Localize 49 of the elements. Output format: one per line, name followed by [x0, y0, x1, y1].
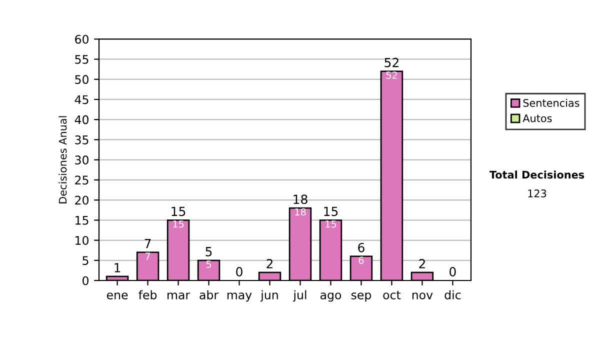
x-tick-label: ago: [320, 292, 342, 302]
x-tick-label: nov: [412, 292, 433, 300]
total-label: 15: [324, 206, 338, 216]
total-label: 1: [114, 263, 120, 272]
y-tick-label: 35: [75, 135, 88, 144]
total-label: 0: [236, 267, 242, 276]
y-tick-label: 30: [75, 156, 88, 164]
y-tick-label: 40: [74, 115, 88, 124]
total-label: 2: [266, 258, 272, 268]
y-tick-label: 10: [76, 236, 88, 245]
total-label: 2: [419, 258, 425, 268]
legend-label: Sentencias: [523, 98, 580, 107]
total-label: 0: [450, 267, 456, 276]
y-tick-label: 60: [75, 34, 88, 44]
total-label: 7: [144, 239, 151, 248]
data-label: 7: [145, 252, 150, 260]
x-tick-label: jul: [293, 290, 306, 302]
y-tick-label: 45: [74, 95, 88, 104]
x-tick-label: dic: [444, 290, 461, 300]
data-label: 5: [206, 260, 212, 268]
data-label: 52: [386, 71, 397, 79]
data-label: 15: [173, 220, 184, 228]
x-tick-label: mar: [168, 292, 190, 300]
y-tick-label: 25: [75, 176, 88, 185]
y-tick-label: 50: [75, 75, 88, 84]
y-axis-title: Decisiones Anual: [58, 116, 67, 204]
y-tick-label: 15: [76, 216, 88, 225]
data-label: 15: [326, 220, 336, 228]
text: 123: [528, 189, 546, 198]
x-tick-label: abr: [200, 290, 219, 300]
x-tick-label: sep: [351, 292, 372, 302]
y-tick-label: 0: [82, 276, 88, 286]
y-tick-label: 55: [75, 55, 88, 64]
legend-label: Autos: [522, 114, 552, 122]
x-tick-label: feb: [138, 290, 157, 300]
total-label: 52: [384, 58, 398, 68]
text: Total Decisiones: [489, 170, 584, 179]
total-label: 15: [172, 206, 186, 216]
x-tick-label: may: [227, 292, 252, 302]
total-label: 5: [206, 247, 212, 256]
total-label: 6: [358, 242, 364, 252]
x-tick-label: oct: [383, 290, 401, 300]
total-label: 18: [294, 194, 308, 204]
x-tick-label: ene: [106, 292, 128, 300]
data-label: 6: [358, 256, 364, 264]
y-tick-label: 5: [82, 256, 88, 266]
data-label: 18: [295, 208, 306, 216]
x-tick-label: jun: [260, 290, 278, 302]
y-tick-label: 20: [75, 196, 88, 205]
